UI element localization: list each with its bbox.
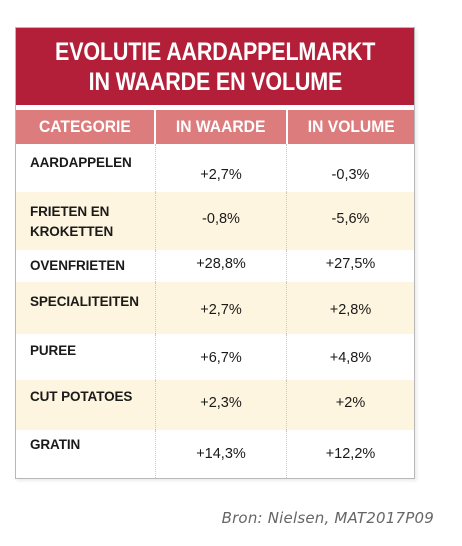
table-row: FRIETEN EN KROKETTEN -0,8% -5,6%	[16, 192, 414, 250]
waarde-value: +2,7%	[200, 167, 242, 183]
table-title-line-2: IN WAARDE EN VOLUME	[88, 67, 342, 96]
volume-value: -5,6%	[331, 211, 370, 227]
table-row: PUREE +6,7% +4,8%	[16, 334, 414, 380]
volume-value: -0,3%	[331, 167, 370, 183]
row-waarde: +2,3%	[155, 380, 286, 430]
row-volume: +2,8%	[286, 282, 414, 334]
row-volume: +12,2%	[286, 430, 414, 478]
waarde-value: +2,7%	[200, 302, 242, 318]
row-waarde: +28,8%	[155, 250, 286, 282]
row-volume: -0,3%	[286, 144, 414, 192]
volume-value: +27,5%	[325, 256, 376, 272]
category-label: GRATIN	[30, 437, 81, 452]
row-volume: +4,8%	[286, 334, 414, 380]
row-category: FRIETEN EN KROKETTEN	[16, 192, 155, 250]
category-label-line-2: KROKETTEN	[30, 224, 114, 239]
header-in-volume: IN VOLUME	[285, 110, 414, 144]
volume-value: +12,2%	[325, 446, 376, 462]
category-label: SPECIALITEITEN	[30, 294, 139, 309]
category-label: CUT POTATOES	[30, 389, 133, 404]
row-waarde: +2,7%	[155, 282, 286, 334]
waarde-value: +6,7%	[200, 350, 242, 366]
source-note: Bron: Nielsen, MAT2017P09	[221, 509, 434, 527]
row-category: SPECIALITEITEN	[16, 282, 155, 334]
category-label: AARDAPPELEN	[30, 155, 132, 170]
row-volume: +2%	[286, 380, 414, 430]
row-category: AARDAPPELEN	[16, 144, 155, 192]
category-label: PUREE	[30, 343, 77, 358]
row-waarde: +2,7%	[155, 144, 286, 192]
table-row: OVENFRIETEN +28,8% +27,5%	[16, 250, 414, 282]
table-title-line-1: EVOLUTIE AARDAPPELMARKT	[54, 37, 376, 66]
table-row: SPECIALITEITEN +2,7% +2,8%	[16, 282, 414, 334]
category-label: FRIETEN EN	[30, 204, 110, 219]
header-in-waarde: IN WAARDE	[154, 110, 285, 144]
waarde-value: -0,8%	[202, 211, 240, 227]
row-category: PUREE	[16, 334, 155, 380]
row-waarde: +14,3%	[155, 430, 286, 478]
waarde-value: +28,8%	[196, 256, 246, 272]
category-label: OVENFRIETEN	[30, 258, 125, 273]
table-body: AARDAPPELEN +2,7% -0,3% FRIETEN EN KROKE…	[16, 144, 414, 478]
table-row: AARDAPPELEN +2,7% -0,3%	[16, 144, 414, 192]
volume-value: +2,8%	[329, 302, 372, 318]
volume-value: +4,8%	[329, 350, 372, 366]
row-waarde: -0,8%	[155, 192, 286, 250]
waarde-value: +2,3%	[200, 395, 242, 411]
row-volume: -5,6%	[286, 192, 414, 250]
row-category: CUT POTATOES	[16, 380, 155, 430]
table-header-row: CATEGORIE IN WAARDE IN VOLUME	[16, 110, 414, 144]
row-waarde: +6,7%	[155, 334, 286, 380]
row-category: OVENFRIETEN	[16, 250, 155, 282]
header-categorie: CATEGORIE	[39, 117, 132, 136]
table-row: GRATIN +14,3% +12,2%	[16, 430, 414, 478]
waarde-value: +14,3%	[196, 446, 246, 462]
table-title: EVOLUTIE AARDAPPELMARKT IN WAARDE EN VOL…	[16, 28, 414, 105]
volume-value: +2%	[335, 395, 366, 411]
market-evolution-table: EVOLUTIE AARDAPPELMARKT IN WAARDE EN VOL…	[15, 27, 415, 479]
table-row: CUT POTATOES +2,3% +2%	[16, 380, 414, 430]
row-volume: +27,5%	[286, 250, 414, 282]
row-category: GRATIN	[16, 430, 155, 478]
